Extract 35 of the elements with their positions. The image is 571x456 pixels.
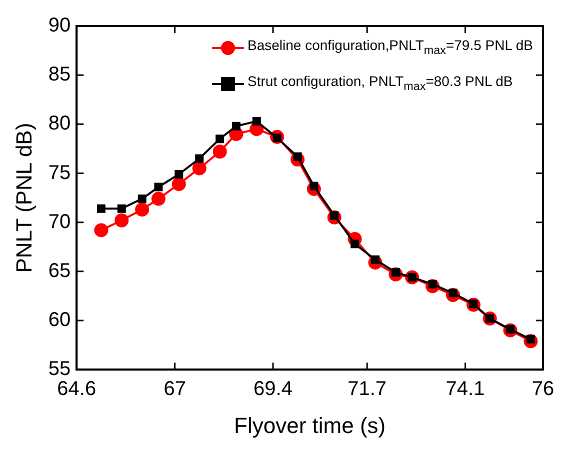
y-tick-label: 70 — [48, 210, 71, 233]
y-tick-label: 60 — [48, 309, 71, 332]
y-tick-label: 85 — [48, 64, 71, 86]
point — [252, 116, 261, 126]
x-tick-label: 71.7 — [348, 378, 387, 400]
x-tick-label: 69.4 — [254, 378, 292, 400]
point — [192, 161, 206, 176]
y-axis-title: PNLT (PNL dB) — [11, 122, 36, 273]
point — [117, 204, 126, 213]
point — [232, 122, 240, 130]
x-tick-label: 74.1 — [446, 378, 485, 400]
point — [350, 240, 360, 248]
point — [216, 134, 224, 144]
x-tick-label: 67 — [164, 378, 186, 400]
y-tick-label: 80 — [48, 112, 71, 135]
point — [94, 223, 108, 238]
point — [195, 154, 204, 163]
point — [138, 194, 146, 204]
x-tick-label: 76 — [532, 378, 554, 400]
point — [135, 202, 150, 217]
legend-label: Baseline configuration,PNLT$_{max}$=79.5 PNL dB — [248, 36, 533, 59]
legend-label: Strut configuration, PNLT$_{max}$=80.3 PNL dB — [248, 72, 513, 95]
y-tick-label: 75 — [48, 162, 71, 184]
y-tick-label: 55 — [48, 358, 71, 380]
point — [154, 182, 163, 192]
point — [212, 144, 227, 159]
point — [114, 213, 129, 228]
y-tick-label: 90 — [48, 14, 71, 37]
point — [174, 170, 184, 178]
x-axis-title: Flyover time (s) — [234, 412, 386, 438]
y-tick-label: 65 — [48, 260, 71, 282]
point — [151, 192, 166, 206]
x-tick-label: 64.6 — [57, 378, 96, 400]
point — [172, 177, 186, 192]
point — [96, 204, 106, 213]
